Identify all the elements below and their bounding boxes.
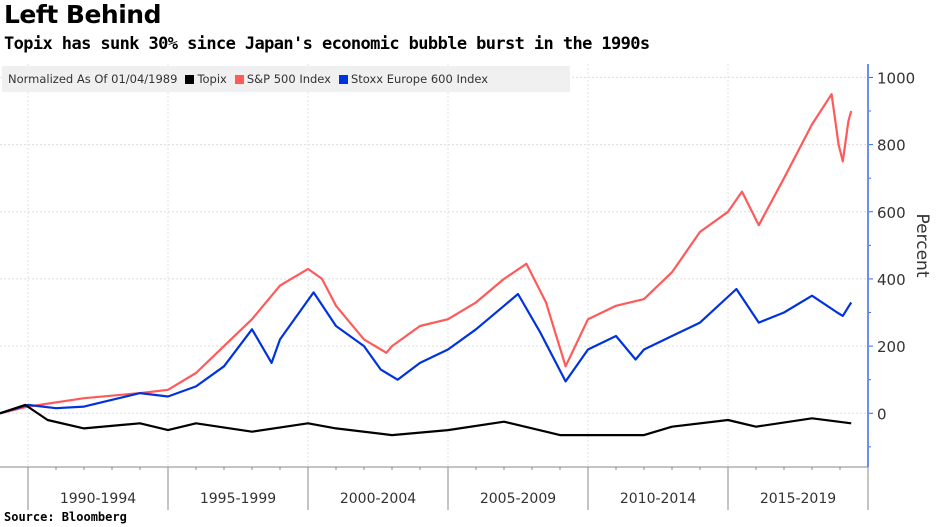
legend-item-sp500: S&P 500 Index — [234, 72, 331, 86]
legend-swatch — [185, 74, 195, 84]
chart-title: Left Behind — [4, 0, 162, 29]
y-tick-label: 1000 — [877, 69, 915, 87]
series-line-s-p-500-index — [0, 93, 853, 415]
x-tick-label: 2015-2019 — [760, 491, 836, 507]
x-tick-label: 1995-1999 — [200, 491, 276, 507]
legend-item-stoxx: Stoxx Europe 600 Index — [338, 72, 488, 86]
y-tick-label: 0 — [877, 405, 887, 423]
legend-swatch — [234, 74, 244, 84]
legend-item-topix: Topix — [185, 72, 227, 86]
y-tick-label: 600 — [877, 204, 906, 222]
series-line-stoxx-europe-600-index — [0, 287, 853, 415]
x-tick-label: 2000-2004 — [340, 491, 416, 507]
series-line-topix — [0, 403, 852, 437]
legend-note: Normalized As Of 01/04/1989 — [8, 72, 178, 86]
x-tick-label: 2010-2014 — [620, 491, 696, 507]
legend-swatch — [338, 74, 348, 84]
y-tick-label: 200 — [877, 338, 906, 356]
chart-subtitle: Topix has sunk 30% since Japan's economi… — [4, 34, 650, 54]
legend: Normalized As Of 01/04/1989 Topix S&P 50… — [2, 66, 570, 92]
y-tick-label: 800 — [877, 137, 906, 155]
y-tick-label: 400 — [877, 271, 906, 289]
x-tick-label: 2005-2009 — [480, 491, 556, 507]
x-tick-label: 1990-1994 — [60, 491, 136, 507]
source-note: Source: Bloomberg — [4, 510, 127, 524]
y-axis-label: Percent — [912, 214, 932, 278]
